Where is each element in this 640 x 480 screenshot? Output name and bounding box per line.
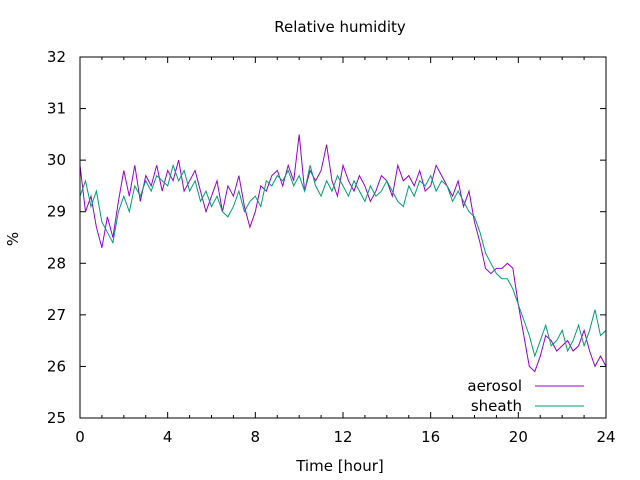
y-axis-label: %: [4, 232, 22, 246]
x-tick-label: 12: [333, 428, 352, 446]
legend-label-sheath: sheath: [471, 397, 522, 415]
y-tick-label: 25: [47, 409, 66, 427]
x-tick-label: 20: [509, 428, 528, 446]
y-tick-label: 31: [47, 100, 66, 118]
x-tick-label: 16: [421, 428, 440, 446]
chart-title: Relative humidity: [274, 18, 406, 36]
y-tick-label: 29: [47, 203, 66, 221]
axis-ticks: 0 4 8 12 16 20 24 25 26 27 28 29 30 31 32: [47, 48, 616, 446]
plot-frame: [79, 56, 607, 419]
x-tick-label: 0: [75, 428, 85, 446]
legend: aerosol sheath: [467, 377, 584, 415]
x-tick-label: 4: [163, 428, 173, 446]
x-tick-label: 24: [596, 428, 615, 446]
y-tick-label: 30: [47, 151, 66, 169]
x-axis-label: Time [hour]: [295, 457, 384, 475]
y-tick-label: 28: [47, 254, 66, 272]
series-line-aerosol: [79, 134, 607, 373]
legend-label-aerosol: aerosol: [467, 377, 522, 395]
series-layer: [79, 134, 607, 373]
y-tick-label: 26: [47, 357, 66, 375]
y-tick-label: 32: [47, 48, 66, 66]
series-line-sheath: [79, 163, 607, 358]
x-tick-label: 8: [251, 428, 261, 446]
y-tick-label: 27: [47, 306, 66, 324]
